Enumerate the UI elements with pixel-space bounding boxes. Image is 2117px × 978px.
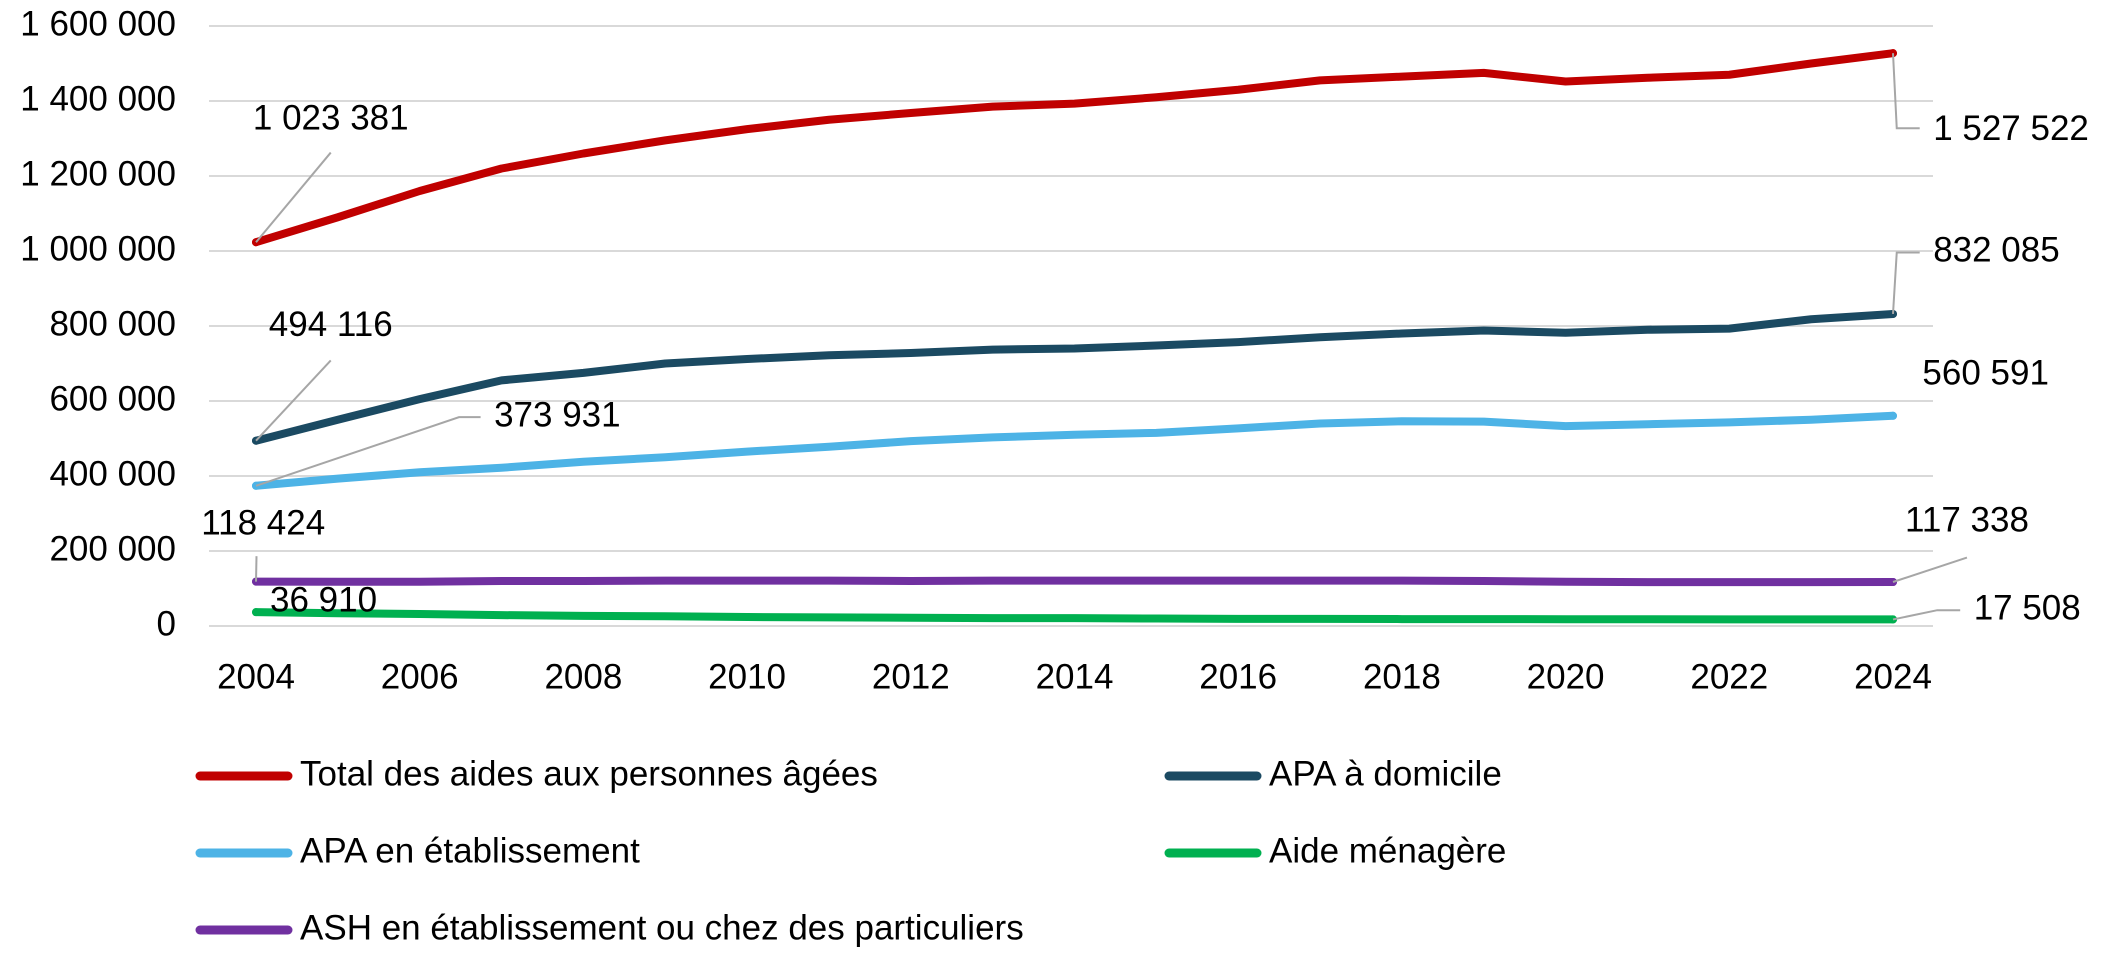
legend-label: APA à domicile (1269, 754, 1502, 793)
data-label: 560 591 (1922, 354, 2049, 393)
series-line (252, 309, 1897, 445)
leader-line (255, 359, 332, 442)
series-line (252, 49, 1897, 247)
legend-label: ASH en établissement ou chez des particu… (300, 908, 1024, 947)
leader-line (1892, 251, 1920, 315)
leader-line (1892, 609, 1961, 621)
data-label: 118 424 (201, 503, 325, 542)
y-tick-label: 400 000 (49, 454, 176, 493)
y-tick-label: 1 400 000 (20, 79, 176, 118)
data-label: 1 023 381 (253, 98, 409, 137)
legend-item: APA en établissement (195, 831, 640, 870)
end-point (1889, 411, 1897, 420)
legend-item: APA à domicile (1164, 754, 1502, 793)
x-tick-label: 2016 (1199, 657, 1277, 696)
series-line (252, 608, 1897, 624)
legend-item: Aide ménagère (1164, 831, 1506, 870)
legend-label: APA en établissement (300, 831, 640, 870)
data-label: 832 085 (1933, 231, 2060, 270)
x-tick-label: 2008 (544, 657, 622, 696)
legend-label: Aide ménagère (1269, 831, 1506, 870)
leader-line (1892, 556, 1968, 583)
data-label: 36 910 (270, 580, 377, 619)
y-tick-label: 0 (157, 604, 176, 643)
leader-line (1892, 53, 1920, 130)
x-tick-label: 2018 (1363, 657, 1441, 696)
x-tick-label: 2012 (872, 657, 950, 696)
y-tick-label: 1 000 000 (20, 229, 176, 268)
series-line (252, 576, 1897, 587)
x-tick-label: 2014 (1036, 657, 1114, 696)
x-tick-label: 2006 (381, 657, 459, 696)
data-label: 117 338 (1905, 501, 2029, 540)
data-label: 1 527 522 (1933, 109, 2089, 148)
legend-item: Total des aides aux personnes âgées (195, 754, 878, 793)
leader-line (255, 151, 332, 243)
legend-label: Total des aides aux personnes âgées (300, 754, 878, 793)
x-tick-label: 2004 (217, 657, 295, 696)
series-line (252, 411, 1897, 490)
x-tick-label: 2020 (1527, 657, 1605, 696)
x-tick-label: 2022 (1690, 657, 1768, 696)
data-label: 17 508 (1974, 588, 2081, 627)
end-point (252, 577, 260, 586)
leader-line (255, 416, 481, 487)
y-tick-label: 800 000 (49, 304, 176, 343)
x-tick-label: 2024 (1854, 657, 1932, 696)
x-tick-label: 2010 (708, 657, 786, 696)
y-tick-label: 200 000 (49, 529, 176, 568)
legend-item: ASH en établissement ou chez des particu… (195, 908, 1024, 947)
end-point (252, 608, 260, 617)
y-tick-label: 600 000 (49, 379, 176, 418)
data-label: 373 931 (494, 395, 621, 434)
y-tick-label: 1 600 000 (20, 4, 176, 43)
data-label: 494 116 (269, 305, 393, 344)
y-tick-label: 1 200 000 (20, 154, 176, 193)
leader-line (255, 556, 258, 582)
